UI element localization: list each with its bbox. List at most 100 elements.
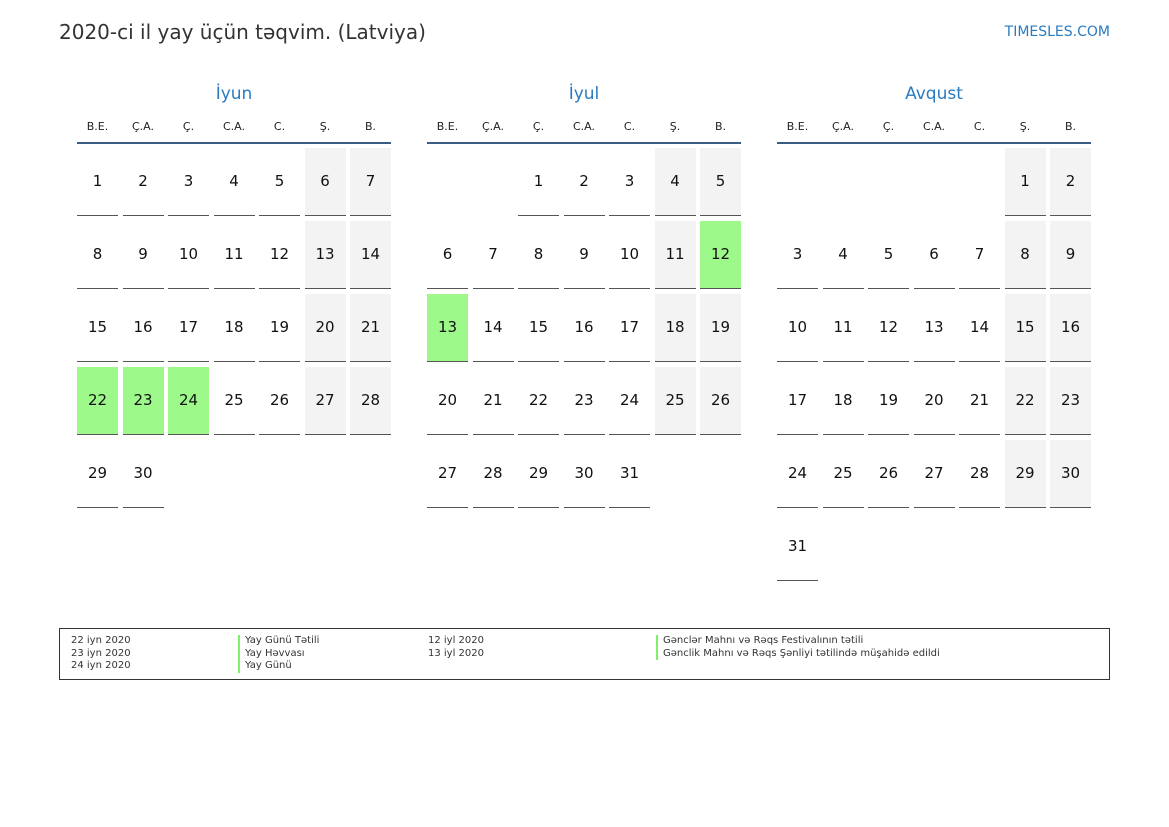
weekday-label: B. <box>1064 120 1077 133</box>
weekday-label: C. <box>623 120 636 133</box>
legend-dates-right: 12 iyl 2020 13 iyl 2020 <box>428 635 484 660</box>
day-cell: 3 <box>168 148 209 216</box>
day-cell: 13 <box>427 294 468 362</box>
weekday-label: Ç. <box>882 120 895 133</box>
day-cell: 30 <box>122 440 164 508</box>
day-cell: 10 <box>777 294 818 362</box>
legend-holiday: Yay Günü <box>238 660 319 673</box>
legend-holiday: Yay Günü Tətili <box>238 635 319 648</box>
weekday-label: Ş. <box>669 120 681 133</box>
weekday-header: B.E. Ç.A. Ç. C.A. C. Ş. B. <box>427 120 741 144</box>
weekday-label: C.A. <box>222 120 245 133</box>
day-cell: 5 <box>259 148 300 216</box>
page-title: 2020-ci il yay üçün təqvim. (Latviya) <box>59 20 426 44</box>
legend-holiday: Yay Həvvası <box>238 647 319 660</box>
day-cell: 7 <box>472 221 514 289</box>
day-cell: 26 <box>700 367 741 435</box>
day-cell: 17 <box>609 294 650 362</box>
weekday-label: C.A. <box>572 120 595 133</box>
day-cell: 30 <box>1050 440 1091 508</box>
day-cell: 15 <box>77 294 118 362</box>
day-cell: 12 <box>868 294 909 362</box>
legend-dates-left: 22 iyn 2020 23 iyn 2020 24 iyn 2020 <box>71 635 131 673</box>
day-cell: 14 <box>472 294 514 362</box>
day-cell: 17 <box>777 367 818 435</box>
legend-date: 13 iyl 2020 <box>428 647 485 659</box>
day-cell: 27 <box>913 440 955 508</box>
day-cell: 20 <box>304 294 346 362</box>
weekday-label: C. <box>973 120 986 133</box>
day-cell: 5 <box>700 148 741 216</box>
day-cell: 21 <box>959 367 1000 435</box>
day-cell: 1 <box>77 148 118 216</box>
weekday-label: B. <box>364 120 377 133</box>
weekday-header: B.E. Ç.A. Ç. C.A. C. Ş. B. <box>777 120 1091 144</box>
day-cell: 19 <box>868 367 909 435</box>
weekday-label: Ş. <box>1019 120 1031 133</box>
day-cell: 8 <box>518 221 559 289</box>
day-cell: 12 <box>700 221 741 289</box>
day-cell: 14 <box>350 221 391 289</box>
day-cell: 9 <box>563 221 605 289</box>
day-cell: 10 <box>609 221 650 289</box>
day-cell: 28 <box>472 440 514 508</box>
weekday-label: Ç.A. <box>831 120 854 133</box>
day-cell: 1 <box>1004 148 1046 216</box>
day-cell: 25 <box>213 367 255 435</box>
day-cell: 23 <box>122 367 164 435</box>
day-cell: 6 <box>913 221 955 289</box>
month-0: İyun B.E. Ç.A. Ç. C.A. C. Ş. B. 1 2 3 4 5 6 7 8 9 10 11 12 1… <box>77 84 391 508</box>
month-name: Avqust <box>905 84 963 104</box>
day-cell: 30 <box>563 440 605 508</box>
day-cell: 24 <box>777 440 818 508</box>
day-cell: 9 <box>1050 221 1091 289</box>
day-cell: 26 <box>259 367 300 435</box>
legend-names-left: Yay Günü Tətili Yay Həvvası Yay Günü <box>238 635 319 673</box>
day-cell: 13 <box>913 294 955 362</box>
day-cell: 20 <box>913 367 955 435</box>
day-cell: 28 <box>350 367 391 435</box>
day-cell: 18 <box>822 367 864 435</box>
day-cell: 29 <box>77 440 118 508</box>
day-cell: 2 <box>563 148 605 216</box>
day-cell: 24 <box>168 367 209 435</box>
legend-date: 22 iyn 2020 <box>71 635 131 646</box>
day-cell: 8 <box>1004 221 1046 289</box>
day-cell: 20 <box>427 367 468 435</box>
day-cell: 24 <box>609 367 650 435</box>
day-cell: 16 <box>122 294 164 362</box>
day-cell: 22 <box>518 367 559 435</box>
day-cell: 17 <box>168 294 209 362</box>
day-cell: 29 <box>1004 440 1046 508</box>
day-cell: 2 <box>1050 148 1091 216</box>
day-cell: 4 <box>213 148 255 216</box>
day-cell: 22 <box>1004 367 1046 435</box>
month-name: İyul <box>568 84 600 104</box>
day-cell: 11 <box>822 294 864 362</box>
day-cell: 3 <box>777 221 818 289</box>
day-cell: 25 <box>654 367 696 435</box>
weekday-label: B.E. <box>436 120 459 133</box>
day-cell: 5 <box>868 221 909 289</box>
day-cell: 1 <box>518 148 559 216</box>
legend-holiday: Gənclik Mahnı və Rəqs Şənliyi tətilində … <box>656 647 940 660</box>
weekday-label: Ç. <box>182 120 195 133</box>
month-2: Avqust B.E. Ç.A. Ç. C.A. C. Ş. B. 1 2 3 4 5 6 7 8 9 10 11 1… <box>777 84 1091 581</box>
day-cell: 16 <box>563 294 605 362</box>
day-cell: 23 <box>1050 367 1091 435</box>
day-cell: 25 <box>822 440 864 508</box>
month-1: İyul B.E. Ç.A. Ç. C.A. C. Ş. B. 1 2 3 4 5 6 7 8 9 10 11 12 1… <box>427 84 741 508</box>
weekday-label: C. <box>273 120 286 133</box>
legend-date: 12 iyl 2020 <box>428 635 485 646</box>
day-cell: 9 <box>122 221 164 289</box>
weekday-header: B.E. Ç.A. Ç. C.A. C. Ş. B. <box>77 120 391 144</box>
day-cell: 8 <box>77 221 118 289</box>
day-cell: 6 <box>304 148 346 216</box>
day-cell: 4 <box>654 148 696 216</box>
legend-date: 24 iyn 2020 <box>71 660 131 671</box>
day-cell: 7 <box>959 221 1000 289</box>
day-cell: 13 <box>304 221 346 289</box>
day-cell: 18 <box>654 294 696 362</box>
brand-link[interactable]: TIMESLES.COM <box>1004 24 1110 40</box>
day-cell: 15 <box>518 294 559 362</box>
